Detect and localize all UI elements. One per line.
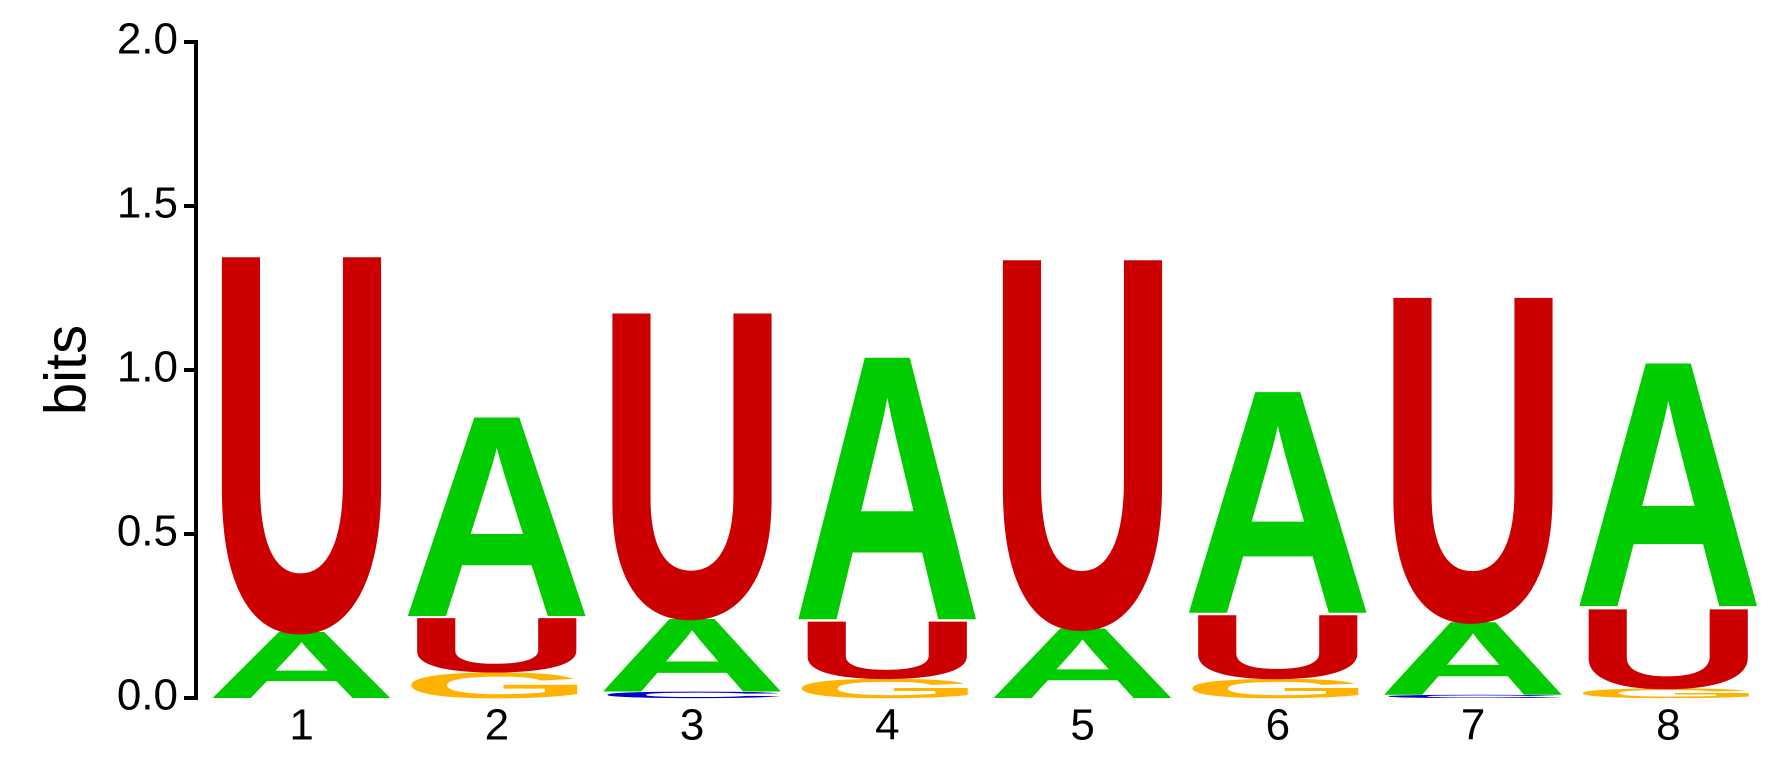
x-tick-label: 1 [289,701,313,750]
logo-letter: U [1182,596,1373,698]
logo-letter: A [1378,599,1569,717]
x-tick-label: 5 [1070,701,1094,750]
logo-letter: C [597,690,788,700]
logo-letter: A [401,354,592,677]
logo-letter: A [987,608,1178,720]
y-tick-label: 2.0 [117,15,178,64]
logo-letter: A [1182,324,1373,682]
logo-letter: G [1573,686,1764,701]
logo-letter: U [401,601,592,688]
logo-letter: U [792,605,983,697]
y-tick-label: 0.5 [117,507,178,556]
y-tick-label: 1.0 [117,343,178,392]
x-tick-label: 8 [1656,701,1680,750]
x-tick-label: 2 [485,701,509,750]
logo-letter: A [792,275,983,700]
logo-letter: G [1182,673,1373,704]
logo-letter: A [1573,286,1764,681]
logo-letter: G [792,673,983,704]
y-tick-label: 1.5 [117,179,178,228]
logo-letter: G [401,665,592,706]
x-tick-label: 4 [875,701,899,750]
logo-letter: U [597,217,788,709]
y-tick-label: 0.0 [117,671,178,720]
x-tick-label: 7 [1461,701,1485,750]
logo-letter: A [206,611,397,719]
logo-letter: U [987,146,1178,739]
logo-letter: C [1378,694,1569,699]
logo-letter: U [206,141,397,745]
x-tick-label: 3 [680,701,704,750]
logo-letter: U [1378,196,1569,719]
logo-letter: A [597,596,788,714]
logo-letter: U [1573,585,1764,713]
x-tick-label: 6 [1266,701,1290,750]
y-axis-label: bits [33,325,98,415]
